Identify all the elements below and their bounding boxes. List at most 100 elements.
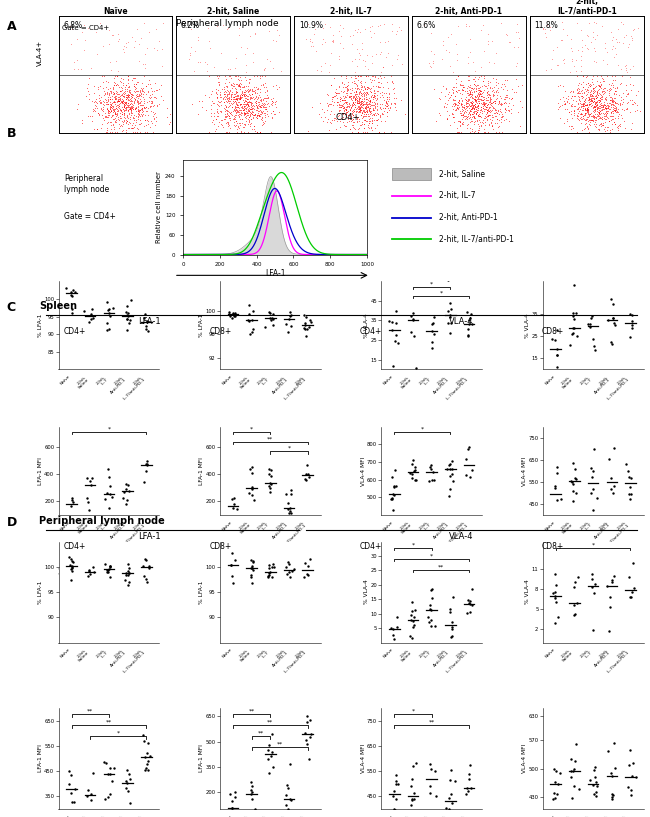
Point — [135, 86, 145, 99]
Point — [342, 84, 352, 97]
Point — [235, 108, 246, 121]
Point — [118, 43, 128, 56]
Point — [329, 114, 339, 127]
Point — [224, 307, 234, 320]
Point — [474, 83, 484, 96]
Point — [252, 100, 262, 114]
Point — [601, 105, 612, 118]
Point — [454, 95, 464, 108]
Point — [367, 111, 377, 124]
Point — [473, 95, 483, 108]
Point — [357, 118, 367, 131]
Point — [143, 85, 153, 98]
Point — [447, 615, 458, 628]
Point — [622, 87, 632, 100]
Point — [89, 80, 99, 93]
Point — [447, 621, 457, 634]
Point — [608, 51, 619, 64]
Point — [122, 98, 132, 111]
Point — [346, 55, 357, 68]
Point — [621, 78, 631, 92]
Point — [493, 95, 504, 108]
Point — [267, 560, 278, 574]
Point — [142, 458, 152, 471]
Point — [343, 78, 353, 92]
Point — [121, 103, 131, 116]
Point — [361, 126, 372, 139]
Point — [609, 103, 619, 116]
Point — [619, 103, 629, 116]
Point — [452, 98, 462, 111]
Point — [247, 87, 257, 100]
Point — [240, 86, 250, 99]
Point — [379, 104, 389, 117]
Point — [239, 120, 249, 133]
Point — [576, 54, 586, 67]
Point — [582, 29, 592, 42]
Point — [218, 82, 229, 95]
Point — [586, 83, 596, 96]
Point — [391, 304, 401, 317]
Point — [335, 114, 346, 127]
Point — [463, 117, 473, 130]
Point — [105, 82, 115, 95]
Point — [138, 69, 149, 83]
Point — [341, 119, 352, 132]
Point — [248, 84, 259, 97]
Point — [597, 87, 608, 100]
Point — [337, 93, 348, 106]
Point — [97, 109, 107, 122]
Point — [228, 113, 239, 126]
Point — [356, 69, 366, 83]
Point — [592, 91, 602, 104]
Point — [601, 105, 612, 118]
Point — [107, 28, 118, 41]
Point — [443, 31, 454, 44]
Point — [463, 88, 473, 101]
Point — [579, 95, 590, 108]
Point — [467, 106, 478, 119]
Point — [103, 307, 114, 320]
Point — [612, 81, 622, 94]
Point — [498, 110, 508, 123]
Point — [214, 87, 225, 100]
Point — [586, 312, 597, 325]
Point — [235, 92, 246, 105]
Point — [591, 96, 601, 109]
Point — [148, 98, 159, 111]
Point — [578, 104, 588, 117]
Point — [482, 99, 493, 112]
Point — [350, 86, 361, 99]
Point — [378, 60, 389, 74]
Point — [484, 96, 495, 109]
Point — [86, 302, 97, 315]
Point — [220, 93, 230, 106]
Point — [320, 35, 331, 48]
Point — [501, 90, 512, 103]
Point — [257, 98, 267, 111]
Point — [465, 95, 475, 108]
Point — [484, 101, 495, 114]
Point — [138, 99, 148, 112]
Point — [482, 34, 493, 47]
Point — [361, 70, 371, 83]
Point — [142, 575, 152, 588]
Point — [116, 100, 127, 114]
Point — [350, 72, 360, 85]
Point — [381, 95, 391, 108]
Point — [253, 109, 263, 122]
Point — [286, 319, 296, 333]
Point — [474, 89, 484, 102]
Point — [593, 88, 604, 101]
Text: C: C — [6, 301, 16, 315]
Point — [110, 92, 120, 105]
Point — [235, 92, 246, 105]
Point — [237, 104, 248, 117]
Point — [136, 87, 146, 100]
Point — [608, 87, 619, 100]
Point — [109, 96, 119, 109]
Point — [105, 118, 116, 132]
Point — [127, 101, 137, 114]
Point — [354, 112, 365, 125]
Point — [355, 76, 365, 89]
